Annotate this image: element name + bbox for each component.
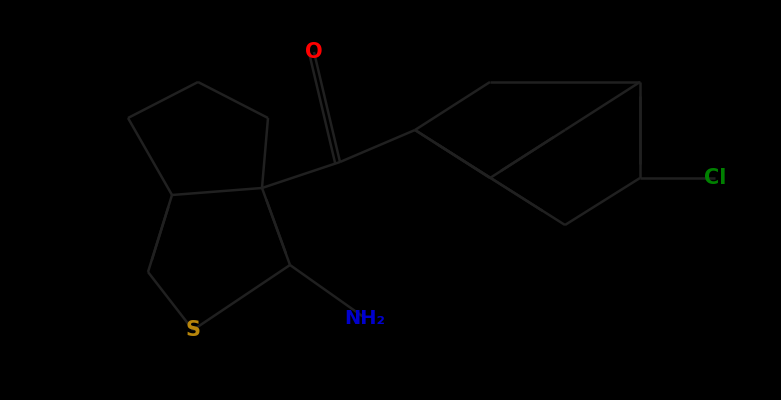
Text: S: S	[186, 320, 201, 340]
Text: O: O	[305, 42, 323, 62]
Text: Cl: Cl	[704, 168, 726, 188]
Text: NH₂: NH₂	[344, 308, 386, 328]
